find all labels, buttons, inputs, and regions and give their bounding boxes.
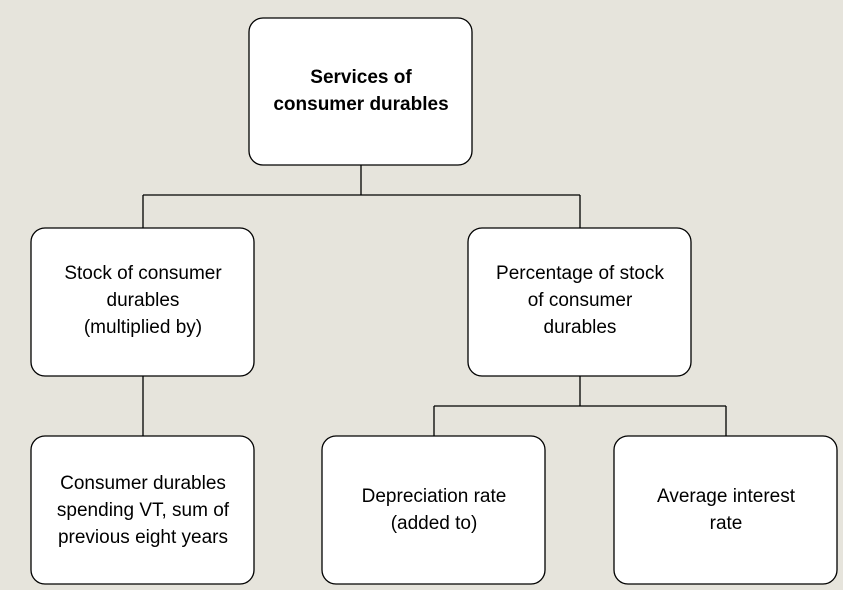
node-box [467,227,692,377]
node-label: durables [107,290,180,311]
connector [433,376,727,436]
connector [142,165,581,228]
node-label: durables [544,317,617,338]
node-label: Depreciation rate [362,486,507,507]
node-label: consumer durables [273,94,448,115]
node-box [30,227,255,377]
node-label: Consumer durables [60,473,226,494]
node-label: of consumer [528,290,633,311]
node-label: Services of [310,67,412,88]
node-label: Percentage of stock [496,263,664,284]
node-box [613,435,838,585]
node-label: rate [710,513,743,534]
node-box [248,17,473,166]
node-label: previous eight years [58,527,228,548]
node-label: (multiplied by) [84,317,202,338]
node-label: Stock of consumer [64,263,222,284]
node-label: Average interest [657,486,796,507]
node-label: spending VT, sum of [57,500,230,521]
node-label: (added to) [391,513,478,534]
node-box [321,435,546,585]
node-box [30,435,255,585]
